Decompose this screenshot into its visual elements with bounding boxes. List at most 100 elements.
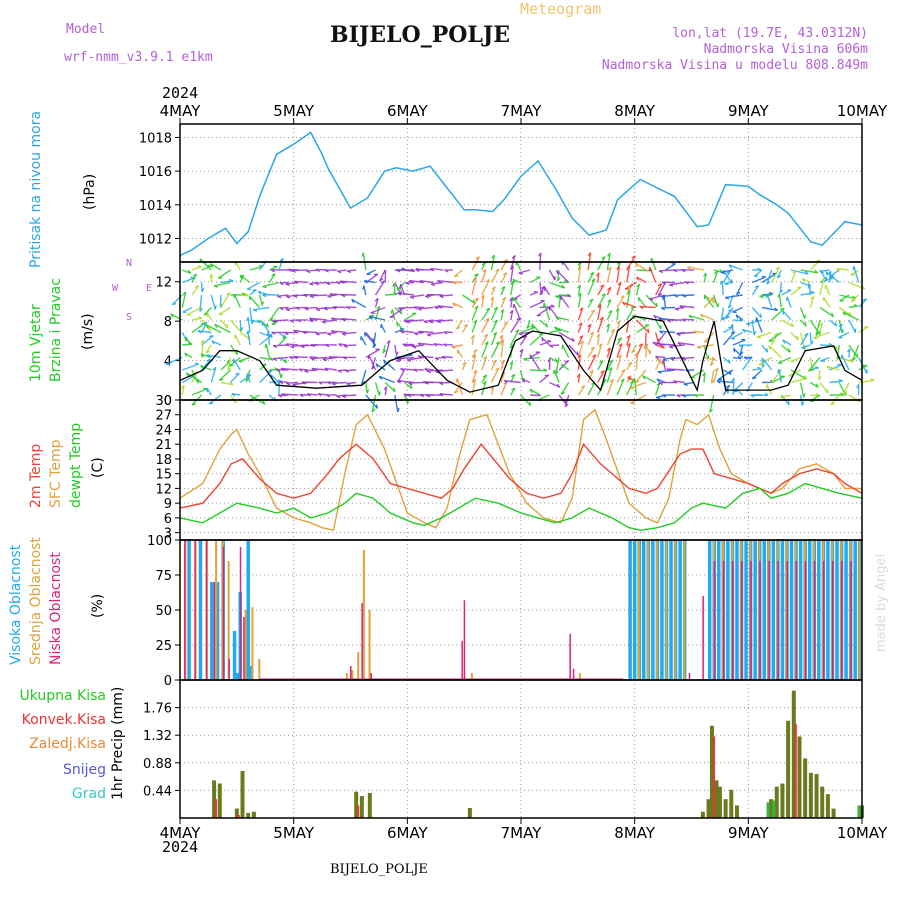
clouds-bar [768, 561, 770, 680]
wind-barb-head [728, 304, 732, 309]
wind-barb-head [362, 285, 365, 290]
temperature-ytick-label: 9 [164, 497, 172, 512]
wind-barb [230, 344, 239, 356]
wind-barb-head [430, 283, 435, 287]
wind-barb [230, 319, 242, 333]
wind-barb [211, 340, 222, 346]
wind-barb-head [331, 317, 336, 321]
wind-barb [272, 356, 289, 360]
wind-barb-head [406, 359, 412, 362]
wind-barb [239, 374, 252, 384]
wind-barb [733, 347, 744, 358]
wind-barb [246, 373, 251, 383]
wind-barb [549, 329, 561, 334]
wind-barb [384, 381, 396, 393]
wind-barb [490, 332, 498, 346]
wind-barb [374, 298, 379, 308]
wind-barb [232, 358, 241, 371]
wind-barb [670, 356, 685, 360]
precip-bar [803, 758, 808, 818]
wind-barb-head [853, 304, 858, 307]
wind-barb [404, 344, 415, 347]
wind-barb [606, 359, 614, 371]
wind-barb-head [674, 294, 679, 298]
wind-barb [645, 344, 651, 355]
wind-barb [549, 344, 560, 347]
wind-barb [597, 293, 607, 308]
wind-barb [655, 358, 662, 371]
clouds-bar [244, 610, 247, 680]
clouds-bar [350, 666, 352, 680]
wind-barb-head [578, 322, 583, 326]
wind-barb [577, 385, 586, 396]
wind-barb-head [200, 339, 204, 344]
wind-barb-head [777, 275, 782, 279]
wind-barb-head [743, 356, 748, 360]
wind-barb-head [547, 358, 551, 363]
wind-barb-head [511, 255, 516, 259]
wind-barb [606, 299, 612, 308]
wind-barb-head [403, 320, 408, 324]
wind-barb [397, 380, 415, 384]
wind-barb-head [252, 289, 257, 292]
clouds-bar [228, 659, 230, 680]
wind-barb [842, 382, 850, 396]
compass-west-icon: W [112, 283, 119, 294]
clouds-bar [235, 673, 239, 680]
wind-barb-head [804, 322, 807, 327]
wind-barb [205, 344, 212, 354]
wind-barb-head [322, 358, 327, 362]
wind-barb [606, 266, 612, 283]
wind-barb-head [361, 381, 365, 385]
wind-barb-head [493, 306, 498, 311]
wind-barb [655, 283, 663, 296]
wind-barb-head [803, 393, 806, 398]
wind-barb [309, 294, 328, 297]
wind-barb-head [485, 279, 490, 283]
wind-barb-head [184, 337, 187, 342]
wind-barb-head [419, 394, 424, 398]
wind-barb [536, 306, 550, 317]
wind-barb-head [483, 355, 487, 360]
wind-barb [799, 307, 806, 319]
clouds-bar [351, 670, 354, 680]
wind-barb-head [782, 310, 785, 315]
wind-barb-head [301, 381, 306, 385]
wind-barb [752, 368, 762, 371]
clouds-bar [665, 540, 668, 680]
wind-barb-head [521, 378, 526, 383]
wind-barb [443, 343, 453, 346]
wind-barb [471, 297, 479, 308]
wind-barb [616, 378, 625, 396]
wind-barb [184, 336, 193, 346]
wind-barb [249, 319, 261, 324]
wind-barb [544, 286, 551, 296]
wind-barb [318, 392, 328, 396]
wind-barb-head [363, 332, 366, 337]
wind-barb [688, 314, 705, 321]
wind-barb-head [556, 328, 562, 331]
wind-barb [697, 344, 714, 348]
wind-barb [838, 331, 850, 339]
wind-barb [384, 386, 388, 396]
temperature-series-dewpt-temp [179, 482, 863, 531]
wind-barb [655, 382, 661, 396]
wind-barb-head [481, 262, 486, 266]
wind-barb-head [226, 292, 231, 296]
wind-barb [513, 294, 521, 300]
wind-barb-head [400, 368, 405, 372]
precip-ytick-label: 0.88 [143, 757, 172, 772]
wind-barb-head [390, 309, 393, 314]
wind-barb [700, 313, 714, 321]
wind-barb [206, 312, 212, 321]
wind-barb-head [721, 316, 725, 321]
xtick-bottom-label: 7MAY [501, 824, 543, 842]
wind-barb [756, 331, 772, 338]
wind-barb [616, 266, 621, 283]
wind-barb-head [577, 284, 581, 289]
wind-barb [555, 294, 569, 297]
wind-barb-head [716, 380, 721, 384]
wind-barb-head [836, 268, 841, 272]
clouds-bar [750, 561, 752, 680]
wind-barb [746, 319, 763, 325]
